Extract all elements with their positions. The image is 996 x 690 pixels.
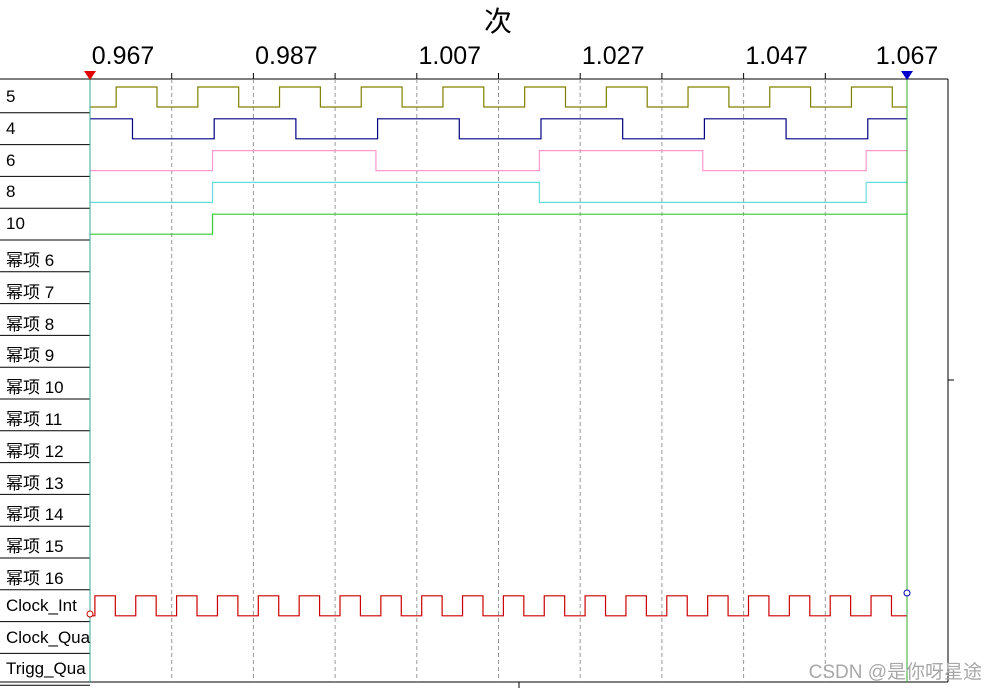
signal-trace[interactable] [90,150,907,172]
cursor-left-marker-icon[interactable] [84,71,96,80]
signal-label[interactable]: Clock_Qua [6,627,91,647]
signal-label[interactable]: 幂项 13 [6,473,64,493]
axis-tick-label: 1.047 [745,42,808,70]
signal-label[interactable]: 幂项 8 [6,314,55,334]
watermark: CSDN @是你呀星途 [808,662,982,683]
signal-trace[interactable] [90,181,907,203]
axis-tick-label: 0.967 [91,42,155,70]
axis-tick-label: 0.987 [255,42,318,70]
signal-trace[interactable] [90,213,907,235]
signal-trace[interactable] [90,86,907,108]
signal-label[interactable]: 8 [6,182,16,202]
signal-label[interactable]: Clock_Int [6,595,77,615]
axis-tick-label: 1.027 [581,42,645,70]
signal-label[interactable]: 幂项 11 [6,410,63,429]
signal-trace[interactable] [90,118,907,140]
cursor-right-point-icon[interactable] [903,589,911,597]
signal-label[interactable]: 6 [6,150,16,170]
signal-trace[interactable] [90,595,907,617]
cursor-left-point-icon[interactable] [86,610,94,618]
axis-tick-label: 1.007 [418,42,482,70]
signal-label[interactable]: 幂项 14 [6,505,64,525]
signal-label[interactable]: 幂项 7 [6,282,55,302]
signal-label[interactable]: 幂项 6 [6,251,55,270]
axis-tick-label: 1.067 [875,42,939,70]
signal-label[interactable]: 幂项 12 [6,441,64,461]
signal-label[interactable]: 4 [6,118,16,138]
signal-label[interactable]: Trigg_Qua [6,659,86,679]
chart-title: 次 [483,5,512,38]
signal-label[interactable]: 幂项 10 [6,378,64,398]
signal-label[interactable]: 5 [6,87,16,106]
signal-label[interactable]: 幂项 15 [6,537,64,557]
cursor-right-marker-icon[interactable] [901,71,913,80]
signal-label[interactable]: 幂项 9 [6,346,55,366]
signal-label[interactable]: 幂项 16 [6,569,64,588]
signal-label[interactable]: 10 [6,214,25,234]
